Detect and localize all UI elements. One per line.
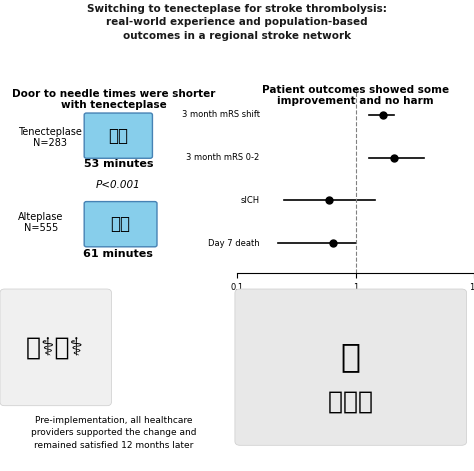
Text: 61 minutes: 61 minutes xyxy=(83,249,153,260)
Text: sICH: sICH xyxy=(240,196,259,205)
Text: Pre-implementation, all healthcare
providers supported the change and
remained s: Pre-implementation, all healthcare provi… xyxy=(31,415,197,450)
Text: 🚁: 🚁 xyxy=(341,340,361,373)
Text: Door to needle times were shorter
with tenecteplase: Door to needle times were shorter with t… xyxy=(12,89,216,110)
Text: 👩‍⚕️👨‍⚕️: 👩‍⚕️👨‍⚕️ xyxy=(26,336,83,360)
Text: Tenecteplase
N=283: Tenecteplase N=283 xyxy=(18,127,82,148)
FancyBboxPatch shape xyxy=(235,289,466,445)
Text: 🏥💊: 🏥💊 xyxy=(110,215,130,233)
Text: 🏥💉: 🏥💉 xyxy=(109,127,128,145)
Text: Day 7 death: Day 7 death xyxy=(208,239,259,248)
Text: Alteplase
N=555: Alteplase N=555 xyxy=(18,211,64,233)
FancyBboxPatch shape xyxy=(0,289,111,406)
Text: 53 minutes: 53 minutes xyxy=(83,159,153,169)
Text: More likely with TNK: More likely with TNK xyxy=(383,307,461,316)
Text: 3 month mRS shift: 3 month mRS shift xyxy=(182,110,259,119)
Text: P<0.001: P<0.001 xyxy=(96,179,141,190)
Text: Less likely with TNK: Less likely with TNK xyxy=(258,307,334,316)
Text: 🗺️🇳🇿: 🗺️🇳🇿 xyxy=(328,390,373,414)
FancyBboxPatch shape xyxy=(84,113,153,158)
Text: 3 month mRS 0-2: 3 month mRS 0-2 xyxy=(186,153,259,162)
Text: Switching to tenecteplase for stroke thrombolysis:
real-world experience and pop: Switching to tenecteplase for stroke thr… xyxy=(87,4,387,41)
Text: Patient outcomes showed some
improvement and no harm: Patient outcomes showed some improvement… xyxy=(262,85,449,106)
FancyBboxPatch shape xyxy=(84,202,157,247)
